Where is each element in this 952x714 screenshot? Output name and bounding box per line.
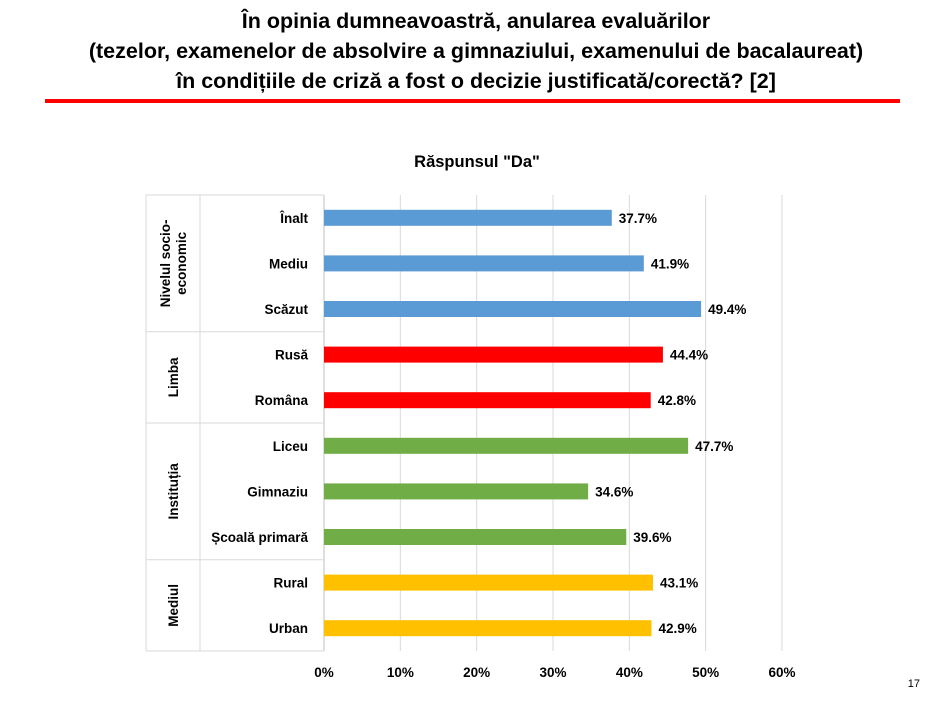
chart-title: Răspunsul "Da" (414, 153, 540, 171)
category-label: Scăzut (264, 302, 308, 317)
group-label-line: Mediul (166, 584, 181, 627)
group-label-line: Instituția (166, 463, 181, 520)
category-label: Mediu (269, 256, 308, 271)
x-tick-label: 40% (616, 665, 643, 680)
slide-title-line-3: în condițiile de criză a fost o decizie … (176, 69, 776, 93)
title-underline (45, 99, 900, 103)
category-groups: Nivelul socio-economic Limba Instituția Med… (145, 194, 325, 652)
x-tick-label: 0% (314, 665, 334, 680)
group-label-line: Limba (166, 357, 181, 397)
bar (324, 255, 644, 272)
bar (324, 346, 663, 363)
bar (324, 483, 589, 500)
x-tick-label: 20% (463, 665, 490, 680)
group-label-line: economic (174, 231, 189, 295)
category-label: Urban (269, 621, 308, 636)
slide-title: În opinia dumneavoastră, anularea evaluă… (40, 6, 912, 96)
data-label: 41.9% (651, 256, 689, 271)
bar (324, 301, 702, 317)
data-label: 34.6% (595, 484, 633, 499)
category-label: Liceu (273, 439, 308, 454)
category-label: Școală primară (211, 530, 308, 545)
bar (324, 209, 612, 226)
data-label: 44.4% (670, 348, 708, 363)
x-axis-ticks: 0% 10% 20% 30% 40% 50% 60% (314, 665, 795, 680)
group-label: Limba (166, 357, 181, 397)
data-label: 49.4% (708, 302, 746, 317)
data-label: 43.1% (660, 576, 698, 591)
x-tick-label: 50% (692, 665, 719, 680)
group-label-line: Nivelul socio- (158, 220, 173, 308)
bar (324, 437, 689, 454)
x-tick-label: 10% (387, 665, 414, 680)
group-label: Mediul (166, 584, 181, 627)
x-tick-label: 60% (768, 665, 795, 680)
bars: Înalt 37.7% Mediu 41.9% Scăzut 49.4% Rusă 44.4%… (211, 209, 746, 637)
category-label: Româna (255, 393, 309, 408)
slide-title-line-2: (tezelor, examenelor de absolvire a gimn… (88, 39, 864, 63)
category-label: Rural (273, 576, 308, 591)
page-number: 17 (907, 678, 920, 690)
bar (324, 574, 653, 591)
bar (324, 392, 651, 409)
data-label: 47.7% (695, 439, 733, 454)
category-label: Rusă (275, 348, 309, 363)
bar (324, 620, 652, 637)
group-label: Instituția (166, 463, 181, 520)
bar (324, 529, 627, 545)
data-label: 37.7% (619, 211, 657, 226)
x-tick-label: 30% (539, 665, 566, 680)
category-label: Înalt (279, 211, 308, 226)
group-label: Nivelul socio-economic (158, 220, 189, 308)
category-label: Gimnaziu (247, 484, 308, 499)
slide-title-line-1: În opinia dumneavoastră, anularea evaluă… (241, 9, 711, 33)
data-label: 42.9% (658, 621, 696, 636)
data-label: 42.8% (658, 393, 696, 408)
data-label: 39.6% (633, 530, 671, 545)
